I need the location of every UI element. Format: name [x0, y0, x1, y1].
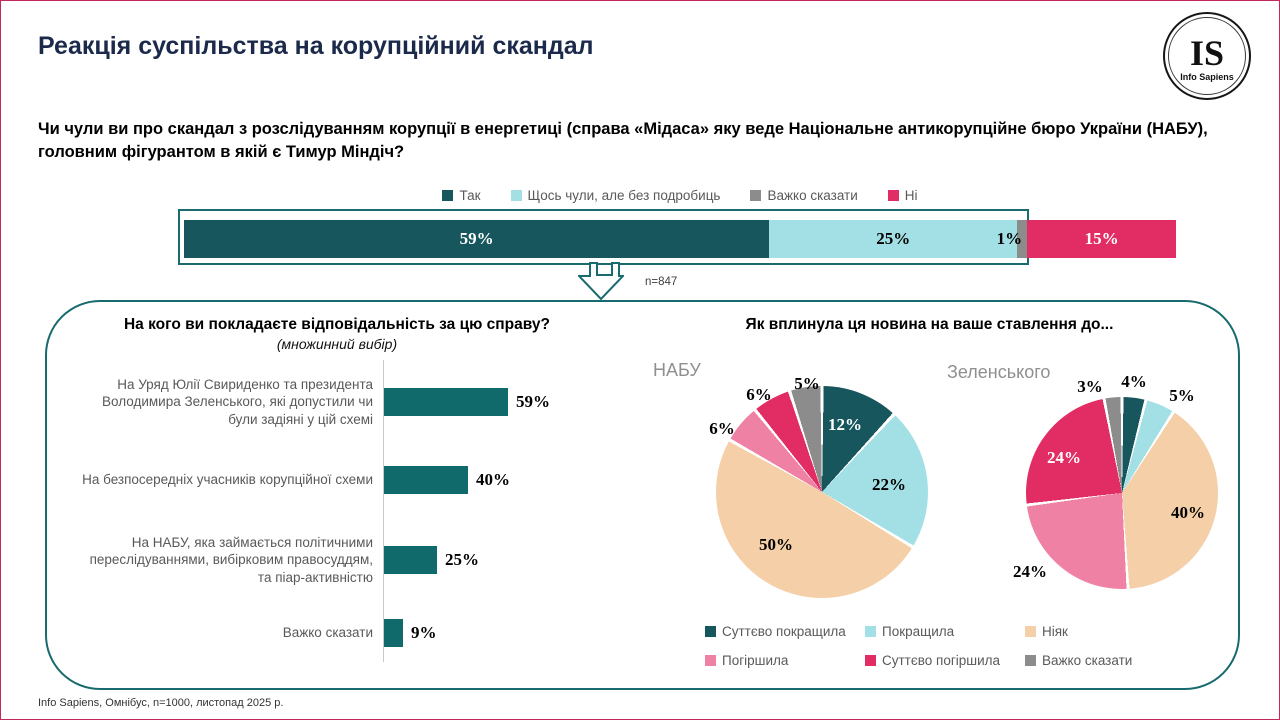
pie-zel-label-40: 40% — [1171, 503, 1205, 522]
pie-chart-zelensky — [1026, 397, 1218, 589]
pie-nabu-label-50: 50% — [759, 535, 793, 554]
detail-panel: На кого ви покладаєте відповідальність з… — [45, 300, 1240, 690]
bar — [384, 619, 403, 647]
responsibility-bar-chart: На Уряд Юлії Свириденко та президента Во… — [75, 360, 635, 662]
pie-nabu-label-6-crimson: 6% — [746, 385, 772, 404]
bar-chart-title: На кого ви покладаєте відповідальність з… — [123, 316, 550, 333]
pie-legend-row-2: Погіршила Суттєво погіршила Важко сказат… — [705, 653, 1185, 668]
pie-nabu-label-6-pink: 6% — [709, 419, 735, 438]
legend-item-shchos-chuly: Щось чули, але без подробиць — [510, 188, 721, 203]
bar-chart-subtitle: (множинний вибір) — [276, 336, 398, 352]
pie-legend-swatch — [865, 626, 876, 637]
pie-legend-label: Важко сказати — [1042, 653, 1133, 668]
bar — [384, 466, 468, 494]
awareness-stacked-bar: 59% 25% 1% 15% — [178, 209, 1182, 267]
pie-zelensky-title: Зеленського — [947, 362, 1051, 382]
bar-zone: 25% — [383, 516, 635, 604]
pie-legend-item-no-change: Ніяк — [1025, 624, 1185, 639]
segment-vazhko-label: 1% — [996, 229, 1023, 248]
bar-category-label: На Уряд Юлії Свириденко та президента Во… — [102, 377, 373, 427]
sample-size-note: n=847 — [645, 276, 678, 288]
pie-legend-label: Суттєво покращила — [722, 624, 846, 639]
segment-ni: 15% — [1027, 220, 1176, 258]
bar-value-label: 25% — [445, 550, 479, 569]
bar-value-label: 59% — [516, 392, 550, 411]
segment-shchos-chuly: 25% — [769, 220, 1018, 258]
pie-legend-item-worsened-strongly: Суттєво погіршила — [865, 653, 1025, 668]
source-note: Info Sapiens, Омнібус, n=1000, листопад … — [38, 697, 284, 709]
pie-legend-label: Погіршила — [722, 653, 789, 668]
bar-zone: 40% — [383, 444, 635, 516]
pie-legend-item-hard-to-say: Важко сказати — [1025, 653, 1185, 668]
legend-item-vazhko: Важко сказати — [750, 188, 858, 203]
bar-row-participants: На безпосередніх учасників корупційної с… — [75, 444, 635, 516]
pie-legend-label: Суттєво погіршила — [882, 653, 1001, 668]
bar-value-label: 40% — [476, 470, 510, 489]
pie-legend-item-improved-strongly: Суттєво покращила — [705, 624, 865, 639]
pie-legend-swatch — [1025, 655, 1036, 666]
pie-nabu-title: НАБУ — [653, 360, 701, 380]
bar-zone: 9% — [383, 604, 635, 662]
legend-item-ni: Ні — [887, 188, 918, 203]
pie-legend-swatch — [865, 655, 876, 666]
legend-item-tak: Так — [442, 188, 481, 203]
pie-legend-swatch — [705, 655, 716, 666]
pie-chart-nabu — [716, 386, 928, 598]
pie-legend-item-improved: Покращила — [865, 624, 1025, 639]
pie-nabu-label-12: 12% — [828, 415, 862, 434]
pie-legend-swatch — [1025, 626, 1036, 637]
pie-legend-label: Ніяк — [1042, 624, 1068, 639]
pie-legend-label: Покращила — [882, 624, 955, 639]
pie-legend-item-worsened: Погіршила — [705, 653, 865, 668]
drop-down-arrow-icon — [578, 262, 624, 300]
bar-category-label: Важко сказати — [282, 625, 373, 641]
bar — [384, 388, 508, 416]
bar-category-label: На безпосередніх учасників корупційної с… — [82, 472, 373, 488]
info-sapiens-logo: IS Info Sapiens — [1163, 12, 1251, 100]
pie-nabu-label-5-gray: 5% — [794, 374, 820, 393]
bar — [384, 546, 437, 574]
stacked-bar-legend: Так Щось чули, але без подробиць Важко с… — [178, 188, 1182, 203]
legend-swatch-tak — [442, 190, 454, 201]
bar-category-label: На НАБУ, яка займається політичними пере… — [89, 535, 373, 585]
segment-tak: 59% — [184, 220, 770, 258]
legend-swatch-vazhko — [750, 190, 762, 201]
pie-zel-label-3-gray: 3% — [1077, 377, 1103, 396]
segment-vazhko-skazaty: 1% — [997, 220, 1028, 258]
bar-zone: 59% — [383, 360, 635, 444]
pie-zel-label-24-crimson: 24% — [1047, 448, 1081, 467]
bar-value-label: 9% — [411, 623, 437, 642]
page-title: Реакція суспільства на корупційний сканд… — [38, 32, 594, 60]
logo-initials: IS — [1189, 32, 1225, 73]
bar-row-nabu: На НАБУ, яка займається політичними пере… — [75, 516, 635, 604]
stacked-bar: 59% 25% 1% 15% — [184, 220, 1176, 258]
pies-section-title: Як вплинула ця новина на ваше ставлення … — [745, 316, 1114, 333]
legend-swatch-shchos-chuly — [510, 190, 522, 201]
legend-label-tak: Так — [459, 188, 481, 203]
bar-row-government: На Уряд Юлії Свириденко та президента Во… — [75, 360, 635, 444]
pie-zel-label-4: 4% — [1121, 372, 1147, 391]
pie-legend-row-1: Суттєво покращила Покращила Ніяк — [705, 624, 1185, 639]
legend-label-shchos-chuly: Щось чули, але без подробиць — [527, 188, 721, 203]
bar-row-hard-to-say: Важко сказати 9% — [75, 604, 635, 662]
pie-zel-label-5: 5% — [1169, 386, 1195, 405]
legend-label-ni: Ні — [904, 188, 918, 203]
legend-swatch-ni — [887, 190, 899, 201]
pie-nabu-label-22: 22% — [872, 475, 906, 494]
legend-label-vazhko: Важко сказати — [767, 188, 858, 203]
survey-question: Чи чули ви про скандал з розслідуванням … — [38, 120, 1208, 161]
logo-name: Info Sapiens — [1180, 71, 1234, 82]
pie-legend-swatch — [705, 626, 716, 637]
pie-zel-label-24-pink: 24% — [1013, 562, 1047, 581]
